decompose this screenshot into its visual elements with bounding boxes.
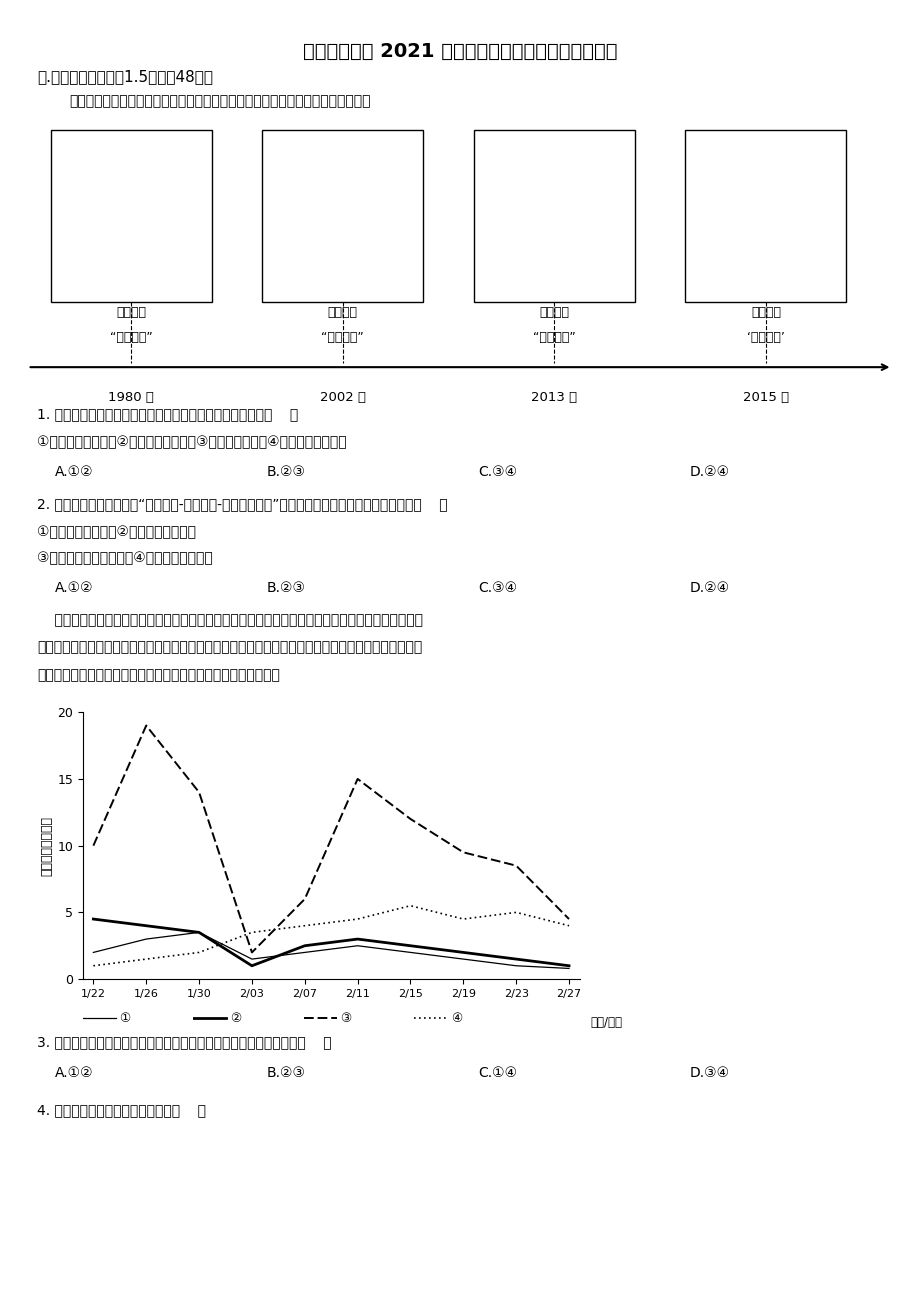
Text: 2013 年: 2013 年	[530, 391, 577, 404]
Text: D.②④: D.②④	[689, 465, 730, 479]
Bar	[51, 130, 211, 302]
Text: ①老年人口数量增加②劳动人口比重降低③人口死亡率升高④人口迁移数量增加: ①老年人口数量增加②劳动人口比重降低③人口死亡率升高④人口迁移数量增加	[37, 435, 346, 449]
Bar	[473, 130, 634, 302]
Text: B.②③: B.②③	[267, 581, 305, 595]
Text: 提出实施: 提出实施	[750, 306, 780, 319]
Text: 开始启动: 开始启动	[539, 306, 569, 319]
Text: C.③④: C.③④	[478, 465, 517, 479]
Text: D.③④: D.③④	[689, 1066, 730, 1081]
Text: 制造业发达，吸引甲市大量人口赴乙市务工。下图示意某年甲、乙两市人口迁入和迁出的百度迁徙规模指: 制造业发达，吸引甲市大量人口赴乙市务工。下图示意某年甲、乙两市人口迁入和迁出的百…	[37, 641, 422, 655]
Text: 陆续推开: 陆续推开	[327, 306, 357, 319]
Text: ④: ④	[450, 1012, 461, 1025]
Bar	[262, 130, 423, 302]
Text: ①: ①	[119, 1012, 130, 1025]
Text: 绵阳南山中学 2021 年春季高一学年期末考试地理试题: 绵阳南山中学 2021 年春季高一学年期末考试地理试题	[302, 42, 617, 61]
Y-axis label: 百度迁徙规模指数: 百度迁徙规模指数	[40, 815, 53, 876]
Text: B.②③: B.②③	[267, 1066, 305, 1081]
Bar	[685, 130, 845, 302]
Text: 2015 年: 2015 年	[742, 391, 789, 404]
Text: “双独二孩”: “双独二孩”	[321, 331, 364, 344]
Text: 4. 春运期间甲、乙两市的人口流动（    ）: 4. 春运期间甲、乙两市的人口流动（ ）	[37, 1103, 206, 1117]
Text: A.①②: A.①②	[55, 1066, 94, 1081]
Text: ‘全面二孩’: ‘全面二孩’	[746, 331, 784, 344]
Text: 1980 年: 1980 年	[108, 391, 153, 404]
Text: C.③④: C.③④	[478, 581, 517, 595]
Text: （月/日）: （月/日）	[589, 1017, 621, 1030]
Text: C.①④: C.①④	[478, 1066, 517, 1081]
Text: 百度迁徙规模指数反映春运期间迁入或迁出的人口规模。甲、乙为我国相邻省份中的两个城市。乙市: 百度迁徙规模指数反映春运期间迁入或迁出的人口规模。甲、乙为我国相邻省份中的两个城…	[37, 613, 423, 628]
Text: 数变化。该年度迁徙规模指数甲市小于乙市。据此完成下面小题。: 数变化。该年度迁徙规模指数甲市小于乙市。据此完成下面小题。	[37, 668, 279, 682]
Text: 一.单项选择题（每题1.5分，全48分）: 一.单项选择题（每题1.5分，全48分）	[37, 69, 212, 85]
Text: 改革开放以来，我国的人口生育政策进行了动态调整（如下图），完成下面小题。: 改革开放以来，我国的人口生育政策进行了动态调整（如下图），完成下面小题。	[69, 94, 370, 108]
Text: 国家提倡: 国家提倡	[116, 306, 146, 319]
Text: 1. 我国人口生育政策调整与下列人口数据变化关系密切的是（    ）: 1. 我国人口生育政策调整与下列人口数据变化关系密切的是（ ）	[37, 408, 298, 422]
Text: ②: ②	[230, 1012, 241, 1025]
Text: “单独二孩”: “单独二孩”	[532, 331, 575, 344]
Text: A.①②: A.①②	[55, 581, 94, 595]
Text: 2. 我国人口增长的特点是“低出生率-低死亡率-低自然增长率”，影响我国人口出生率下降的原因有（    ）: 2. 我国人口增长的特点是“低出生率-低死亡率-低自然增长率”，影响我国人口出生…	[37, 497, 447, 512]
Text: 2002 年: 2002 年	[320, 391, 366, 404]
Text: A.①②: A.①②	[55, 465, 94, 479]
Text: D.②④: D.②④	[689, 581, 730, 595]
Text: ①平均初婚年龄降低②生活富裕程度提高: ①平均初婚年龄降低②生活富裕程度提高	[37, 525, 196, 539]
Text: ③: ③	[340, 1012, 351, 1025]
Text: “只生一个”: “只生一个”	[109, 331, 153, 344]
Text: B.②③: B.②③	[267, 465, 305, 479]
Text: 3. 图中表示甲、乙两市人口迁出的百度迁徙规模指数变化曲线分别是（    ）: 3. 图中表示甲、乙两市人口迁出的百度迁徙规模指数变化曲线分别是（ ）	[37, 1035, 331, 1049]
Text: ③社会保障体系逐步完善④育龄妇女比重提高: ③社会保障体系逐步完善④育龄妇女比重提高	[37, 551, 212, 565]
